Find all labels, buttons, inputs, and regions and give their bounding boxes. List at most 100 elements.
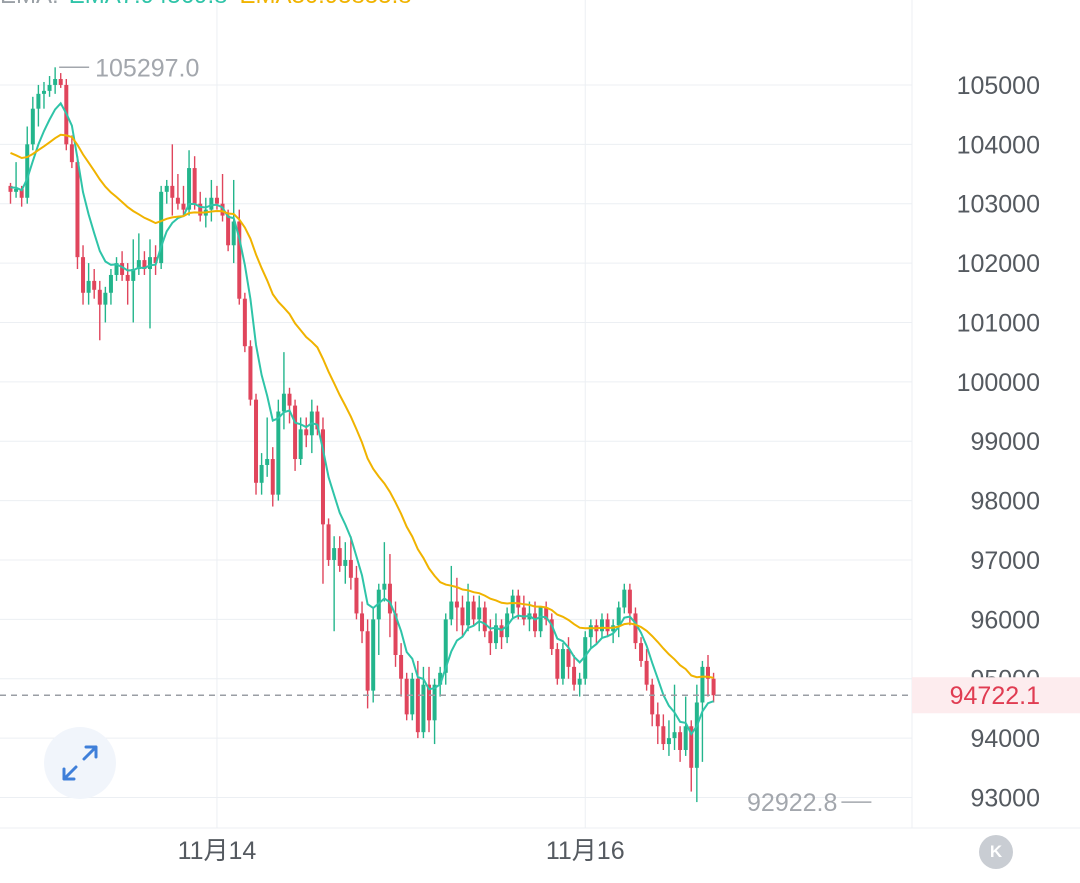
candle-body [36,93,41,109]
candle-body [694,702,699,768]
y-tick-label: 98000 [970,488,1040,516]
scroll-to-latest-button[interactable]: K [979,835,1013,869]
candle-body [92,280,97,290]
candle-body [259,464,264,483]
candle-body [471,601,476,620]
candle-body [421,684,426,733]
candle-body [19,188,24,198]
price-axis: 9300094000950009600097000980009900010000… [178,72,1040,865]
candle-body [371,619,376,691]
candle-body [25,144,30,198]
candle-body [209,197,214,210]
candle-body [460,607,465,626]
y-tick-label: 104000 [957,131,1040,159]
x-tick-label: 11月16 [546,837,625,865]
candle-body [270,459,275,495]
candle-body [393,613,398,655]
candle-body [326,524,331,560]
candle-body [711,678,716,696]
y-tick-label: 94000 [970,725,1040,753]
candle-body [175,197,180,204]
candle-body [599,619,604,632]
candle-body [120,263,125,275]
candle-body [365,631,370,691]
y-tick-label: 103000 [957,191,1040,219]
candle-body [86,280,91,293]
expand-button[interactable] [44,727,116,799]
y-tick-label: 100000 [957,369,1040,397]
candle-body [583,637,588,679]
candle-body [248,346,253,400]
candle-body [41,90,46,94]
candle-body [254,399,259,483]
candle-body [30,108,35,145]
candle-body [298,429,303,460]
candle-body [304,429,309,436]
candle-body [661,726,666,745]
candle-body [666,738,671,745]
candle-body [482,607,487,632]
candle-body [293,405,298,460]
candle-body [103,292,108,305]
candle-body [650,684,655,715]
x-tick-label: 11月14 [178,837,257,865]
candle-body [627,589,632,614]
candle-body [639,643,644,661]
candle-body [382,583,387,590]
candle-body [410,678,415,715]
candle-body [399,654,404,679]
candle-body [493,625,498,644]
y-tick-label: 105000 [957,72,1040,100]
candle-body [510,595,515,614]
candle-body [231,221,236,246]
candle-body [443,619,448,673]
candle-body [276,411,281,495]
candle-body [97,289,102,305]
candle-series[interactable] [8,67,716,803]
candle-body [287,393,292,406]
candle-body [242,298,247,347]
candle-body [220,203,225,216]
candle-body [170,185,175,198]
candle-body [404,678,409,715]
candle-body [415,678,420,733]
candle-body [332,548,337,560]
ema-legend-label: EMA: [0,0,59,9]
candle-body [616,607,621,626]
candle-body [655,714,660,727]
candle-body [572,666,577,685]
ema7-value: EMA7:94569.8 [69,0,228,9]
candle-body [125,274,130,281]
scroll-to-latest-icon: K [989,842,1003,861]
candle-body [148,257,152,270]
y-tick-label: 101000 [957,309,1040,337]
candle-body [181,203,186,210]
current-price-label: 94722.1 [950,682,1040,710]
candle-body [672,732,677,739]
y-tick-label: 93000 [970,785,1040,813]
high-price-label: 105297.0 [95,54,199,82]
ema30-line [10,133,714,679]
candle-body [198,203,203,216]
candle-body [683,726,688,750]
candle-body [214,197,219,204]
candle-body [454,601,459,608]
candle-body [320,429,325,525]
candle-body [47,84,52,91]
y-tick-label: 96000 [970,606,1040,634]
candle-body [81,257,86,293]
candle-body [700,666,705,703]
candle-body [549,619,554,650]
candle-body [226,215,231,246]
low-price-label: 92922.8 [747,789,837,817]
candle-body [337,548,342,566]
current-price-tag [912,677,1080,714]
candle-body [622,589,627,608]
candle-body [427,684,431,721]
candle-body [136,260,141,270]
candle-body [533,613,538,632]
candle-body [153,257,158,264]
candle-body [343,559,348,566]
candle-body [706,666,710,679]
